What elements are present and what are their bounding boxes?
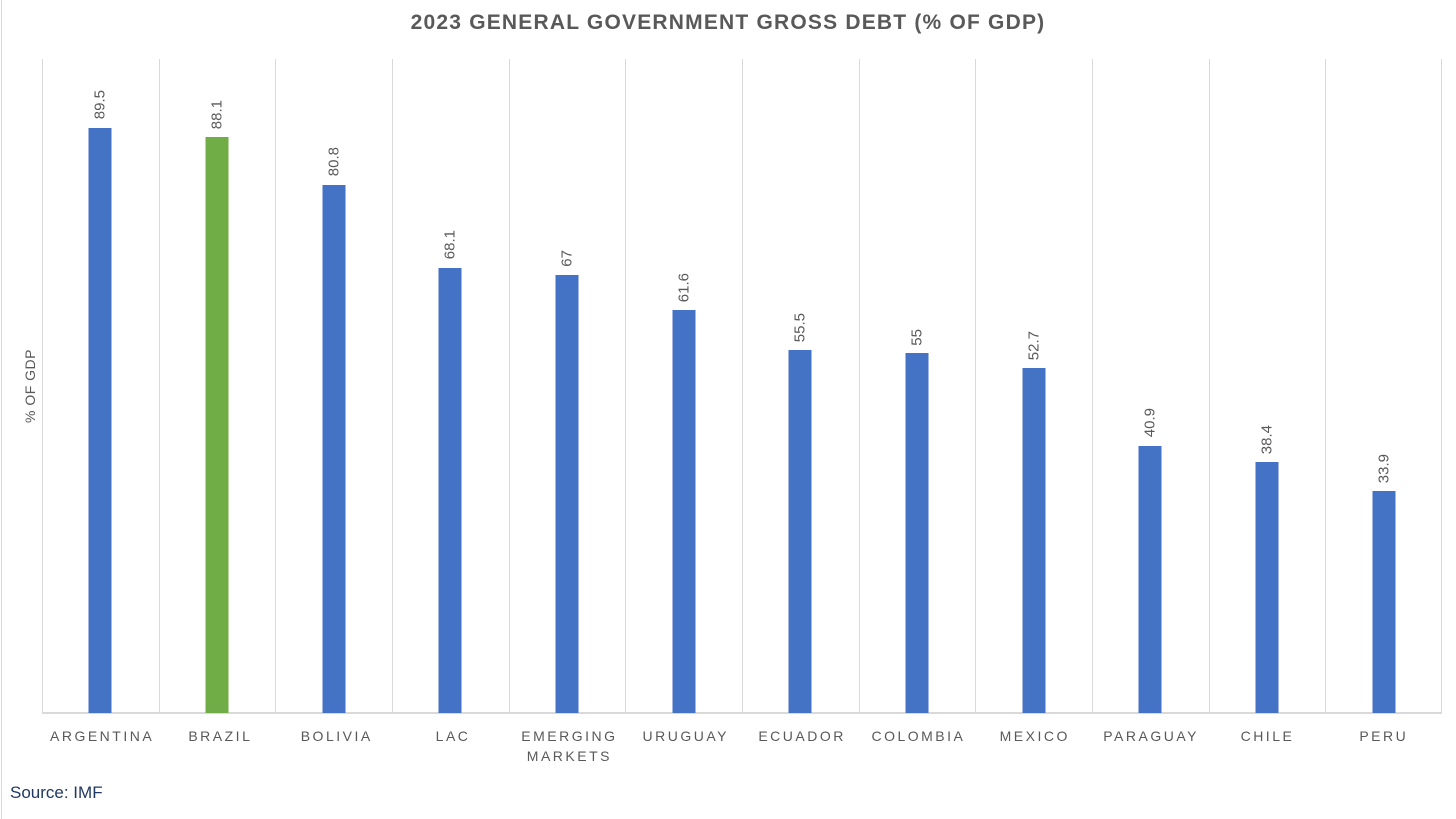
- bar: [905, 353, 929, 713]
- gridline: [1325, 59, 1327, 713]
- gridline: [625, 59, 627, 713]
- frame-left-border: [1, 0, 2, 819]
- x-axis-line: [42, 712, 1442, 714]
- bar-slot-ecuador: 55.5: [742, 59, 859, 713]
- bar: [205, 136, 229, 713]
- bar-value-label: 38.4: [1258, 424, 1276, 454]
- gridline: [508, 59, 510, 713]
- y-axis-label-wrap: % OF GDP: [22, 59, 38, 713]
- bar-slot-argentina: 89.5: [42, 59, 159, 713]
- bar: [1138, 445, 1162, 713]
- bar-slot-brazil: 88.1: [159, 59, 276, 713]
- gridline: [1092, 59, 1093, 713]
- bar-value-label: 61.6: [675, 272, 693, 303]
- bar-slot-paraguay: 40.9: [1092, 59, 1209, 713]
- bar-slot-lac: 68.1: [392, 59, 509, 713]
- bar: [88, 127, 112, 713]
- bar: [672, 310, 696, 713]
- bar-slot-peru: 33.9: [1325, 59, 1442, 713]
- source-note: Source: IMF: [10, 783, 103, 802]
- category-label: CHILE: [1240, 728, 1295, 744]
- bar: [438, 267, 462, 713]
- gridline: [275, 59, 277, 713]
- x-axis-category-labels: ARGENTINA BRAZIL BOLIVIA LAC EMERGING MARKET…: [42, 726, 1442, 766]
- gridline: [42, 59, 43, 713]
- bar-slot-emerging-markets: 67: [509, 59, 626, 713]
- bar-value-label: 88.1: [208, 99, 226, 129]
- bar: [322, 184, 346, 713]
- category-label: LAC: [435, 728, 471, 744]
- category-label: COLOMBIA: [871, 728, 966, 744]
- bar-value-label: 52.7: [1025, 331, 1043, 361]
- category-label: ECUADOR: [758, 728, 846, 744]
- y-axis-label: % OF GDP: [22, 348, 38, 423]
- chart-title: 2023 GENERAL GOVERNMENT GROSS DEBT (% OF…: [410, 11, 1046, 34]
- category-label: BRAZIL: [188, 728, 253, 744]
- gridline: [1441, 59, 1442, 713]
- bar-value-label: 67: [558, 250, 576, 267]
- category-label: BOLIVIA: [300, 728, 373, 744]
- gridline: [158, 59, 160, 713]
- gridline: [1208, 59, 1210, 713]
- gridline: [858, 59, 860, 713]
- category-label: URUGUAY: [642, 728, 729, 744]
- bar-value-label: 33.9: [1375, 454, 1393, 484]
- gridline: [742, 59, 743, 713]
- bar-slot-colombia: 55: [859, 59, 976, 713]
- gridline: [975, 59, 977, 713]
- bar: [1022, 368, 1046, 713]
- bar-slot-mexico: 52.7: [975, 59, 1092, 713]
- category-label: EMERGING MARKETS: [521, 728, 618, 764]
- plot-area: 89.5 88.1 80.8 68.1 67 61.6 55.5 55 52.7 40.9 38.4…: [42, 59, 1442, 714]
- bar-slot-uruguay: 61.6: [625, 59, 742, 713]
- bar: [555, 274, 579, 713]
- bar-value-label: 68.1: [441, 230, 459, 260]
- bar: [788, 350, 812, 713]
- bar: [1372, 491, 1396, 713]
- category-label: PARAGUAY: [1103, 728, 1199, 744]
- category-label: MEXICO: [999, 728, 1070, 744]
- bar-value-label: 89.5: [91, 90, 109, 120]
- category-label: PERU: [1359, 728, 1409, 744]
- bar-value-label: 55.5: [791, 312, 809, 343]
- bar: [1255, 461, 1279, 713]
- bar-value-label: 55: [908, 328, 926, 346]
- bar-value-label: 80.8: [325, 147, 343, 177]
- bar-slot-chile: 38.4: [1209, 59, 1326, 713]
- bar-slot-bolivia: 80.8: [275, 59, 392, 713]
- gridline: [392, 59, 393, 713]
- bar-value-label: 40.9: [1141, 408, 1159, 438]
- category-label: ARGENTINA: [50, 728, 155, 744]
